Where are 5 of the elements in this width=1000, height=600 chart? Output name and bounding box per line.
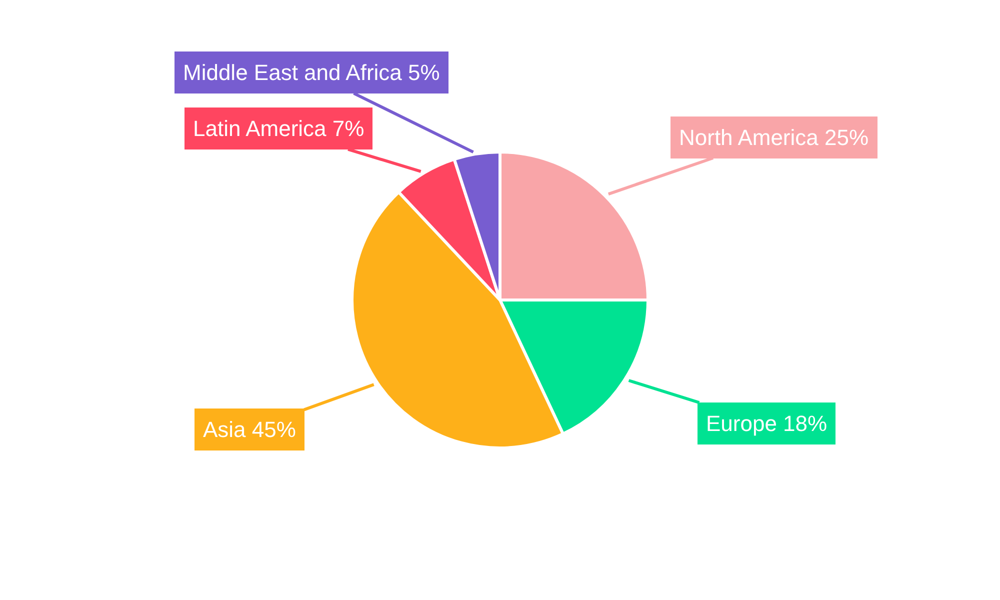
slice-label: North America 25%: [679, 125, 869, 150]
slice-label: Europe 18%: [706, 411, 828, 436]
slice-label: Middle East and Africa 5%: [183, 60, 440, 85]
slice-label: Latin America 7%: [193, 116, 364, 141]
slice-label: Asia 45%: [203, 417, 296, 442]
